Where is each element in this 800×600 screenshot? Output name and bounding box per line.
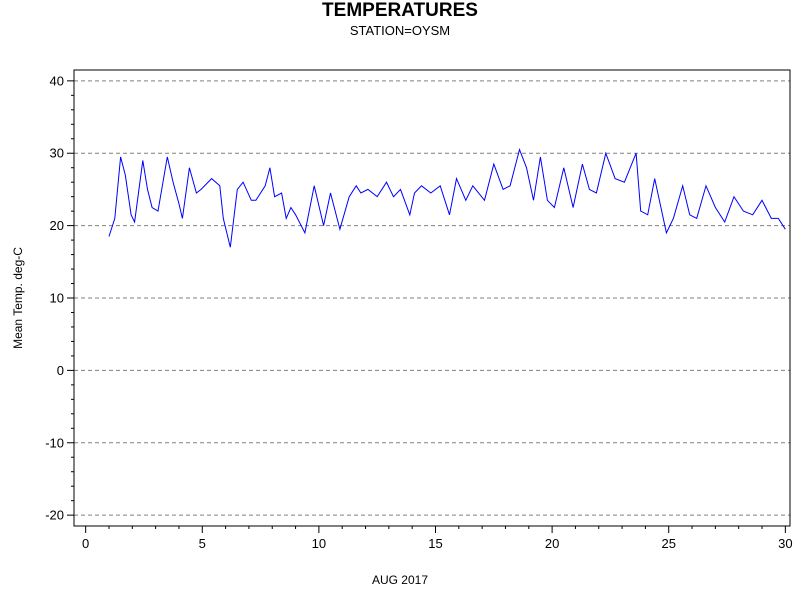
x-tick-label: 10 — [312, 536, 326, 551]
x-tick-label: 30 — [778, 536, 792, 551]
y-tick-label: -10 — [45, 435, 64, 450]
x-axis: 0 5 10 15 20 25 30 — [82, 526, 793, 551]
x-axis-label: AUG 2017 — [371, 573, 429, 587]
y-axis: -20 -10 0 10 20 30 40 — [45, 73, 74, 523]
y-tick-label: 20 — [50, 218, 64, 233]
y-tick-label: 40 — [50, 73, 64, 88]
series-line — [108, 147, 786, 248]
grid-lines — [74, 80, 790, 516]
y-tick-label: 10 — [50, 291, 64, 306]
y-tick-label: 0 — [57, 363, 64, 378]
x-tick-label: 20 — [545, 536, 559, 551]
x-tick-label: 25 — [661, 536, 675, 551]
chart-subtitle: STATION=OYSM — [349, 23, 451, 38]
series-group — [108, 147, 786, 248]
x-tick-label: 15 — [428, 536, 442, 551]
x-tick-label: 5 — [199, 536, 206, 551]
y-tick-label: -20 — [45, 508, 64, 523]
y-tick-label: 30 — [50, 146, 64, 161]
chart-title: TEMPERATURES — [322, 0, 478, 21]
x-tick-label: 0 — [82, 536, 89, 551]
